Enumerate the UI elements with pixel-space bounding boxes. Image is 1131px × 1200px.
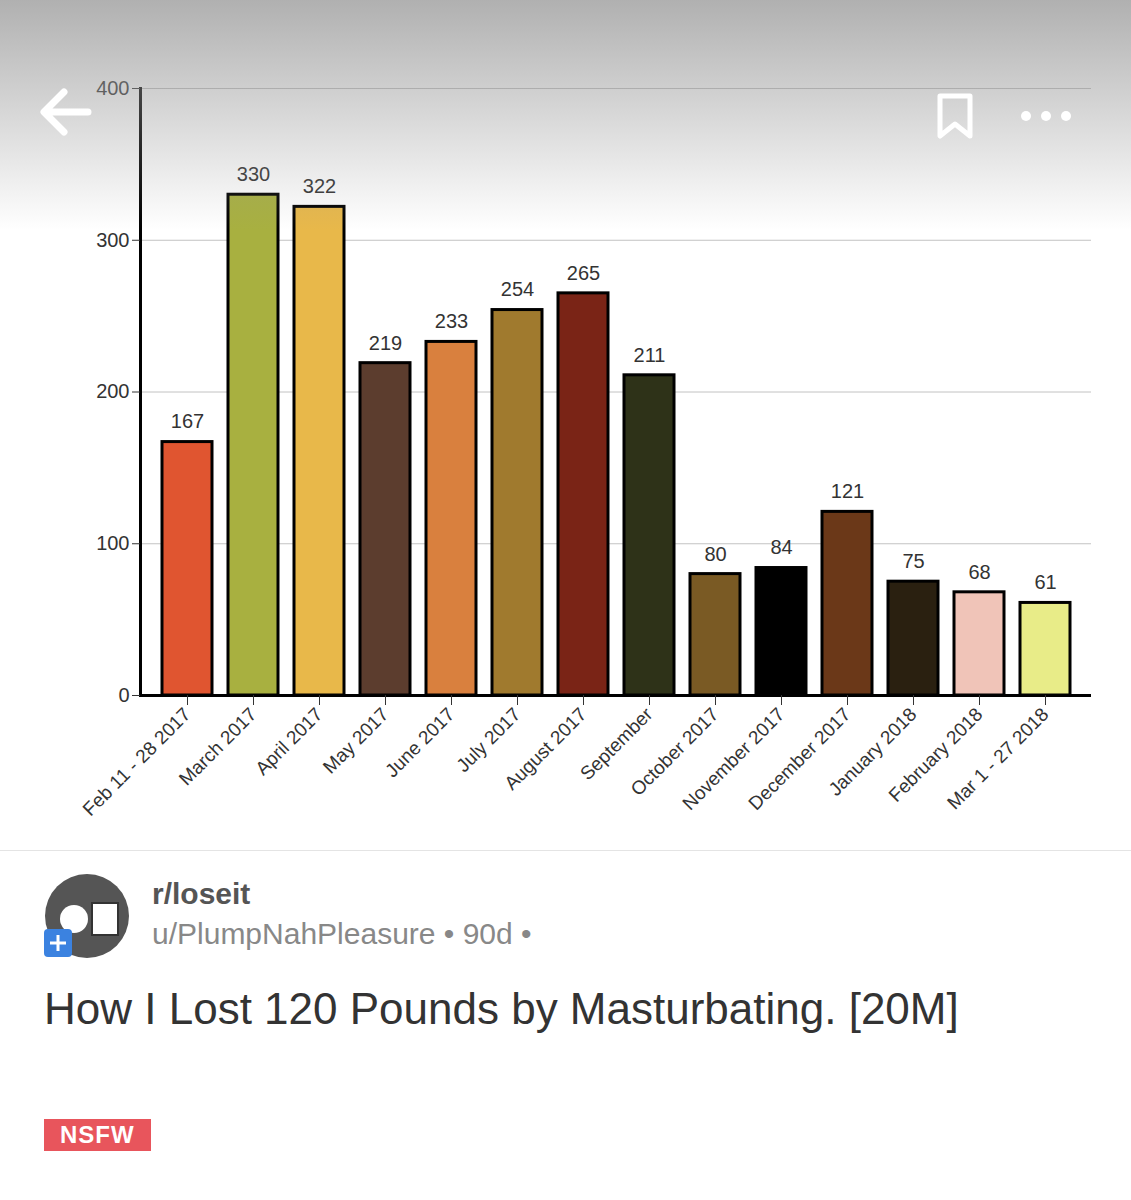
- svg-text:233: 233: [435, 310, 468, 332]
- html-text:NSFW: NSFW: [60, 1121, 135, 1148]
- svg-text:April 2017: April 2017: [251, 704, 326, 779]
- svg-text:August 2017: August 2017: [500, 704, 590, 794]
- svg-text:100: 100: [96, 532, 129, 554]
- svg-text:61: 61: [1034, 571, 1056, 593]
- svg-text:254: 254: [501, 278, 534, 300]
- svg-text:February 2018: February 2018: [884, 703, 987, 806]
- svg-text:80: 80: [704, 543, 726, 565]
- svg-text:167: 167: [171, 410, 204, 432]
- svg-text:October 2017: October 2017: [626, 703, 723, 800]
- svg-text:400: 400: [96, 77, 129, 99]
- svg-text:March 2017: March 2017: [175, 704, 261, 790]
- html-text:r/loseit: r/loseit: [152, 877, 251, 910]
- svg-text:200: 200: [96, 380, 129, 402]
- html-text:How I Lost 120 Pounds by Mastu: How I Lost 120 Pounds by Masturbating. […: [44, 984, 959, 1033]
- svg-text:May 2017: May 2017: [318, 703, 393, 778]
- svg-text:322: 322: [303, 175, 336, 197]
- svg-text:July 2017: July 2017: [452, 703, 525, 776]
- svg-text:Feb 11 - 28 2017: Feb 11 - 28 2017: [78, 704, 194, 820]
- svg-text:300: 300: [96, 229, 129, 251]
- html-text:u/PlumpNahPleasure • 90d •: u/PlumpNahPleasure • 90d •: [152, 917, 532, 950]
- svg-text:0: 0: [118, 684, 129, 706]
- svg-text:265: 265: [567, 262, 600, 284]
- svg-text:December 2017: December 2017: [744, 703, 855, 815]
- svg-text:68: 68: [968, 561, 990, 583]
- svg-text:211: 211: [634, 344, 666, 366]
- svg-text:121: 121: [831, 480, 864, 502]
- svg-text:November 2017: November 2017: [678, 703, 789, 815]
- svg-text:219: 219: [369, 332, 402, 354]
- svg-text:Mar 1 - 27 2018: Mar 1 - 27 2018: [943, 704, 1053, 814]
- svg-text:June 2017: June 2017: [381, 704, 459, 782]
- svg-text:January 2018: January 2018: [824, 703, 921, 800]
- svg-text:September: September: [576, 703, 657, 785]
- svg-text:84: 84: [770, 536, 792, 558]
- svg-text:330: 330: [237, 163, 270, 185]
- svg-text:75: 75: [902, 550, 924, 572]
